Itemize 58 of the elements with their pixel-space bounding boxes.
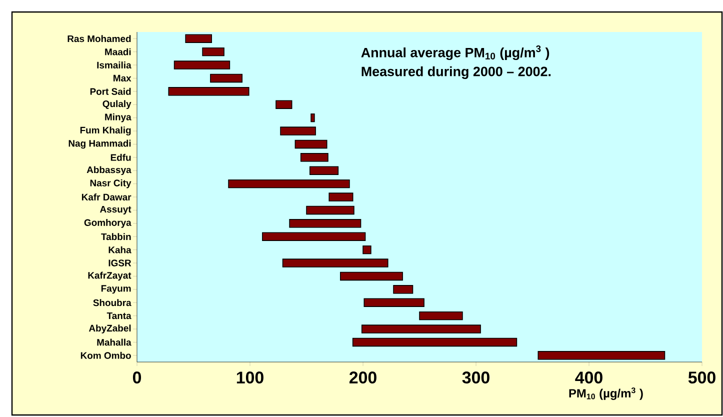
y-tick-label: Kafr Dawar xyxy=(82,194,132,200)
y-tick-label: KafrZayat xyxy=(88,272,132,281)
x-tick-label: 300 xyxy=(462,372,490,384)
bar xyxy=(328,192,354,202)
bar xyxy=(361,324,481,334)
y-tick-label: AbyZabel xyxy=(88,324,131,334)
bar xyxy=(262,232,366,241)
bar xyxy=(202,47,224,56)
bar xyxy=(168,87,250,96)
y-tick-label: Mahalla xyxy=(97,338,132,346)
bar xyxy=(362,245,372,254)
y-tick-label: Abbassya xyxy=(86,166,132,176)
x-tick-label: 100 xyxy=(236,372,264,384)
x-tick-label: 500 xyxy=(688,372,716,384)
x-tick-label: 400 xyxy=(575,372,602,384)
bar xyxy=(174,60,230,70)
y-tick-label: Max xyxy=(114,74,132,82)
bar xyxy=(282,258,388,268)
bar xyxy=(340,272,403,281)
y-tick-label: Gomhorya xyxy=(84,218,132,228)
bar xyxy=(352,338,518,347)
y-tick-label: Ras Mohamed xyxy=(68,35,131,42)
y-tick-label: Kom Ombo xyxy=(80,352,131,359)
y-tick-label: Shoubra xyxy=(93,299,132,306)
y-tick-label: Ismailia xyxy=(97,62,132,68)
bar xyxy=(210,74,242,83)
y-tick-label: Tabbin xyxy=(101,233,131,240)
bar xyxy=(393,285,414,294)
y-tick-label: IGSR xyxy=(108,260,132,266)
bar xyxy=(309,166,339,175)
y-tick-label: Fayum xyxy=(101,285,131,294)
y-tick-label: Qulaly xyxy=(102,100,132,110)
y-tick-label: Assuyt xyxy=(100,206,132,214)
y-tick-label: Nasr City xyxy=(90,179,132,188)
y-tick-label: Port Said xyxy=(90,88,131,95)
x-axis-title: PM$_{10}$ (µg/m$^{3}$ ) xyxy=(569,388,643,400)
y-tick-label: Edfu xyxy=(110,154,131,161)
y-tick-label: Nag Hammadi xyxy=(68,140,131,149)
bar xyxy=(364,298,424,307)
bar xyxy=(300,153,328,162)
bar xyxy=(228,179,350,188)
x-tick-label: 0 xyxy=(132,372,142,384)
annotation: Measured during 2000 – 2002. xyxy=(362,66,551,79)
bar xyxy=(306,206,354,215)
annotation: Annual average PM$_{10}$ (µg/m$^{3}$ ) xyxy=(361,45,550,60)
bar xyxy=(419,311,463,320)
y-tick-label: Fum Khalig xyxy=(80,126,131,136)
bar xyxy=(310,113,315,122)
y-tick-label: Maadi xyxy=(105,48,131,56)
y-tick-label: Kaha xyxy=(108,246,132,254)
x-tick-label: 200 xyxy=(349,372,376,384)
bar xyxy=(289,219,362,228)
y-tick-label: Tanta xyxy=(106,312,132,320)
bar xyxy=(280,126,316,136)
bar xyxy=(276,100,292,109)
y-tick-label: Minya xyxy=(105,113,132,122)
bar xyxy=(294,140,328,149)
bar xyxy=(185,34,212,43)
